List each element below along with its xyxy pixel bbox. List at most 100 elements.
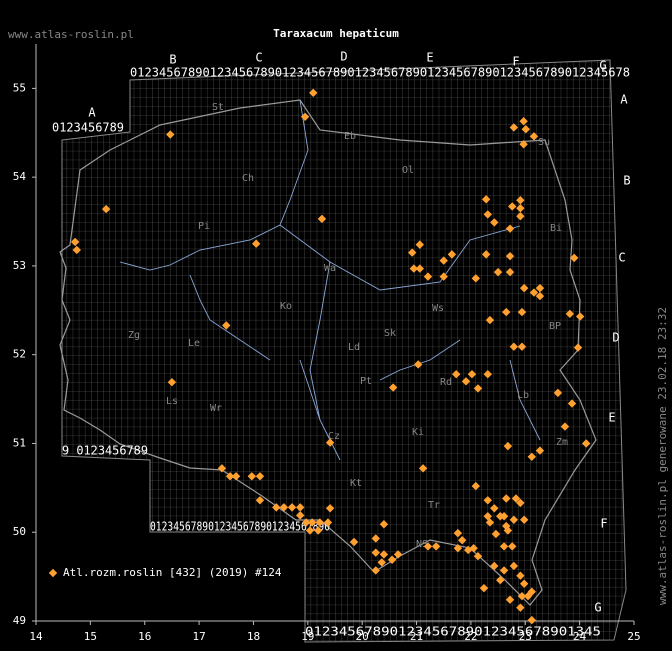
grid-letter: G [594,601,601,615]
x-tick-label: 16 [138,630,151,643]
occurrence-point [305,526,315,535]
occurrence-point [523,591,533,601]
occurrence-point [509,342,519,351]
occurrence-point [527,452,536,461]
occurrence-point [315,518,324,527]
y-tick-label: 52 [13,348,26,361]
occurrence-point [317,214,327,224]
grid-area [61,59,627,643]
occurrence-point [471,274,481,283]
grid-letter: B [169,53,176,67]
grid-letter: E [426,51,433,65]
grid-letter: C [255,51,262,65]
occurrence-point [255,472,265,481]
grid-letter: D [612,331,619,345]
grid-letter: A [620,93,628,107]
occurrence-point [483,370,492,379]
occurrence-point [287,503,297,512]
occurrence-point [439,272,448,281]
occurrence-point [439,256,448,265]
region-code: Sk [384,328,396,339]
occurrence-point [493,267,503,277]
occurrence-point [313,526,323,535]
x-tick-label: 24 [573,630,587,643]
occurrence-point [225,472,235,481]
occurrence-point [509,123,519,132]
legend-label: Atl.rozm.roslin [432] (2019) #124 [63,566,282,579]
occurrence-point [423,542,433,551]
occurrence-point [377,558,386,567]
occurrence-point [413,360,423,369]
x-tick-label: 25 [627,630,640,643]
occurrence-point [516,603,525,612]
occurrence-point [517,342,527,351]
legend-marker [48,568,58,578]
occurrence-point [519,140,528,149]
occurrence-point [473,551,483,561]
occurrence-point [231,472,241,481]
y-tick-label: 51 [13,436,26,449]
region-code: Zm [556,437,568,448]
occurrence-point [222,321,231,330]
occurrence-point [371,534,380,543]
occurrence-point [505,251,515,261]
occurrence-point [407,248,417,257]
occurrence-point [415,240,425,249]
occurrence-point [565,309,575,319]
region-code: St [212,102,224,113]
grid-letter: F [512,55,519,69]
occurrence-point [217,464,227,473]
x-tick-label: 18 [247,630,260,643]
occurrence-point [307,518,317,527]
occurrence-point [521,125,531,134]
region-code: Wr [210,403,222,414]
occurrence-point [483,496,492,505]
occurrence-point [502,307,511,317]
occurrence-point [272,503,281,512]
occurrence-point [575,312,585,321]
region-code: Ko [280,301,292,312]
region-code: Tr [428,500,440,511]
region-code: Zg [128,330,140,341]
occurrence-point [509,561,519,571]
grid-letter: A [88,106,96,120]
occurrence-point [423,272,433,281]
occurrence-point [349,537,359,547]
region-code: Ol [402,165,414,176]
y-tick-label: 54 [13,170,27,183]
occurrence-point [505,224,515,233]
region-code: Eb [344,131,356,142]
occurrence-point [491,529,501,539]
x-tick-label: 22 [464,630,477,643]
region-code: Pi [198,221,210,232]
region-code: Lb [517,390,529,401]
occurrence-point [508,202,517,211]
occurrence-point [505,267,515,277]
occurrence-point [573,343,583,352]
occurrence-point [490,561,499,571]
region-code: Su [538,137,550,148]
occurrence-point [517,591,527,601]
region-code: Ki [412,427,424,438]
grid-letter: B [623,174,630,188]
occurrence-point [469,544,478,553]
occurrence-point [447,250,457,259]
occurrence-point [505,595,515,604]
y-tick-label: 49 [13,614,26,627]
occurrence-point [431,542,441,551]
occurrence-point [560,422,570,431]
occurrence-point [508,542,517,551]
region-code: Rd [440,377,452,388]
y-tick-label: 55 [13,81,26,94]
occurrence-point [453,528,463,538]
occurrence-point [296,503,305,512]
occurrence-point [519,117,528,126]
occurrence-point [481,195,491,204]
occurrence-point [581,439,591,448]
occurrence-point [325,504,335,513]
occurrence-point [567,399,577,408]
occurrence-point [490,218,499,227]
occurrence-point [535,291,545,301]
occurrence-point [409,264,419,273]
